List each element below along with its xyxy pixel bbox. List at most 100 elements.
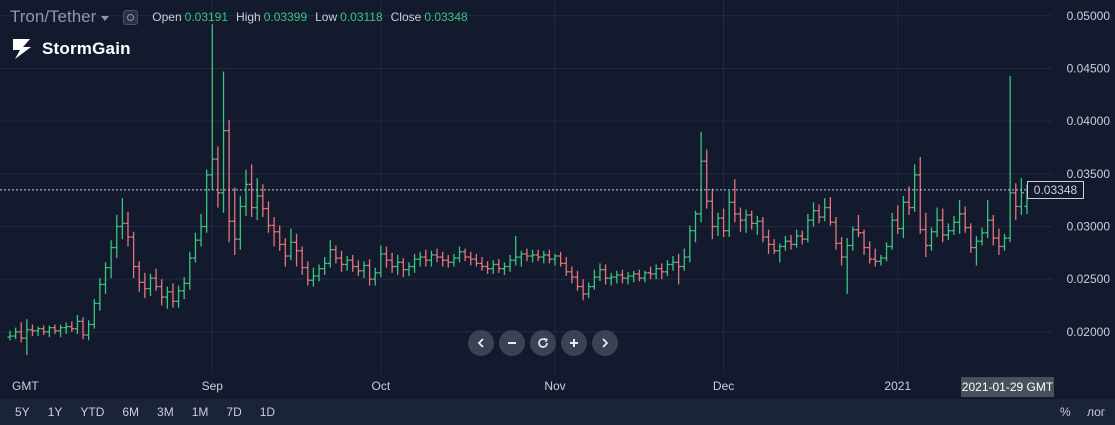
ohlc-bar <box>131 231 137 279</box>
ohlc-bar <box>855 214 862 238</box>
ohlc-bar <box>546 249 553 264</box>
ohlc-bar <box>782 235 788 251</box>
ohlc-bar <box>237 195 243 250</box>
ohlc-bar <box>917 156 923 234</box>
range-button-3m[interactable]: 3M <box>157 405 174 419</box>
ohlc-bar <box>636 269 642 282</box>
ohlc-bar <box>625 271 631 285</box>
y-tick-label: 0.02000 <box>1067 325 1111 339</box>
ohlc-bar <box>827 197 833 226</box>
ohlc-bar <box>956 200 963 234</box>
scroll-left-button[interactable] <box>468 330 494 356</box>
ohlc-bar <box>24 319 30 356</box>
ohlc-bar <box>226 120 232 243</box>
range-button-6m[interactable]: 6M <box>122 405 140 419</box>
range-button-1y[interactable]: 1Y <box>47 405 63 419</box>
ohlc-bar <box>52 324 58 334</box>
ohlc-bar <box>327 240 333 268</box>
ohlc-bar <box>715 212 721 236</box>
ohlc-bar <box>136 261 142 292</box>
ohlc-bar <box>647 266 654 280</box>
caret-down-icon[interactable] <box>101 15 110 21</box>
range-button-ytd[interactable]: YTD <box>80 405 105 419</box>
ohlc-bar <box>147 273 154 297</box>
symbol-selector[interactable]: Tron/Tether <box>10 7 97 26</box>
ohlc-bar <box>659 263 665 280</box>
ohlc-bar <box>243 169 249 216</box>
ohlc-bar <box>923 212 929 258</box>
ohlc-bar <box>305 261 311 286</box>
ohlc-bar <box>389 252 395 273</box>
scroll-right-button[interactable] <box>592 330 618 356</box>
close-value: 0.03348 <box>424 10 468 24</box>
ohlc-bar <box>1007 75 1013 243</box>
ohlc-bar <box>41 325 47 336</box>
ohlc-bar <box>861 229 867 255</box>
ohlc-bar <box>350 254 356 272</box>
chevron-right-icon <box>602 338 609 348</box>
ohlc-bar <box>445 254 451 268</box>
ohlc-bar <box>18 322 24 343</box>
x-tick-label: Oct <box>372 379 391 393</box>
ohlc-bar <box>614 270 620 284</box>
ohlc-bar <box>844 238 850 294</box>
ohlc-bar <box>670 256 676 271</box>
ohlc-bar <box>254 178 260 221</box>
ohlc-bar <box>838 237 845 266</box>
ohlc-bar <box>732 179 738 223</box>
chart-grid <box>0 0 1052 374</box>
ohlc-bar <box>664 260 670 277</box>
ohlc-bar <box>608 272 614 286</box>
ohlc-bar <box>333 245 339 264</box>
ohlc-bar <box>501 262 508 275</box>
ohlc-bar <box>692 210 699 243</box>
ohlc-series <box>7 24 1030 356</box>
zoom-out-button[interactable] <box>499 330 525 356</box>
range-button-5y[interactable]: 5Y <box>15 405 30 419</box>
ohlc-bar <box>338 250 345 272</box>
ohlc-bar <box>271 217 277 247</box>
range-button-7d[interactable]: 7D <box>226 405 242 419</box>
ohlc-bar <box>462 248 468 262</box>
open-label: Open <box>152 10 182 24</box>
ohlc-bar <box>164 286 170 309</box>
ohlc-bar <box>496 259 502 273</box>
ohlc-bar <box>720 208 727 238</box>
ohlc-bar <box>119 198 125 240</box>
ohlc-bar <box>794 229 800 248</box>
ohlc-bar <box>440 251 446 267</box>
ohlc-bar <box>563 257 569 277</box>
ohlc-bar <box>518 250 524 267</box>
reset-button[interactable] <box>530 330 556 356</box>
ohlc-bar <box>260 184 266 218</box>
settings-icon[interactable] <box>123 9 139 25</box>
log-scale-toggle[interactable]: лог <box>1087 405 1106 419</box>
percent-scale-toggle[interactable]: % <box>1060 405 1071 419</box>
x-tick-label: Nov <box>544 379 565 393</box>
high-label: High <box>236 10 261 24</box>
ohlc-bar <box>484 261 491 274</box>
ohlc-bar <box>586 282 592 299</box>
ohlc-bar <box>355 260 361 277</box>
ohlc-bar <box>940 208 946 243</box>
ohlc-bar <box>737 207 744 232</box>
ohlc-bar <box>973 235 980 266</box>
ohlc-bar <box>749 210 755 230</box>
ohlc-bar <box>552 253 558 266</box>
ohlc-bar <box>159 279 165 306</box>
ohlc-bar <box>1018 178 1024 215</box>
ohlc-bar <box>108 240 114 279</box>
zoom-in-button[interactable] <box>561 330 587 356</box>
ohlc-bar <box>687 225 693 263</box>
ohlc-bar <box>934 207 940 238</box>
range-button-1d[interactable]: 1D <box>259 405 276 419</box>
range-button-1m[interactable]: 1M <box>191 405 209 419</box>
ohlc-bar <box>13 327 19 340</box>
ohlc-bar <box>181 277 187 300</box>
ohlc-bar <box>91 299 97 329</box>
y-tick-label: 0.03500 <box>1067 167 1111 181</box>
ohlc-bar <box>74 315 81 334</box>
ohlc-bar <box>580 279 586 301</box>
ohlc-bar <box>945 223 951 241</box>
